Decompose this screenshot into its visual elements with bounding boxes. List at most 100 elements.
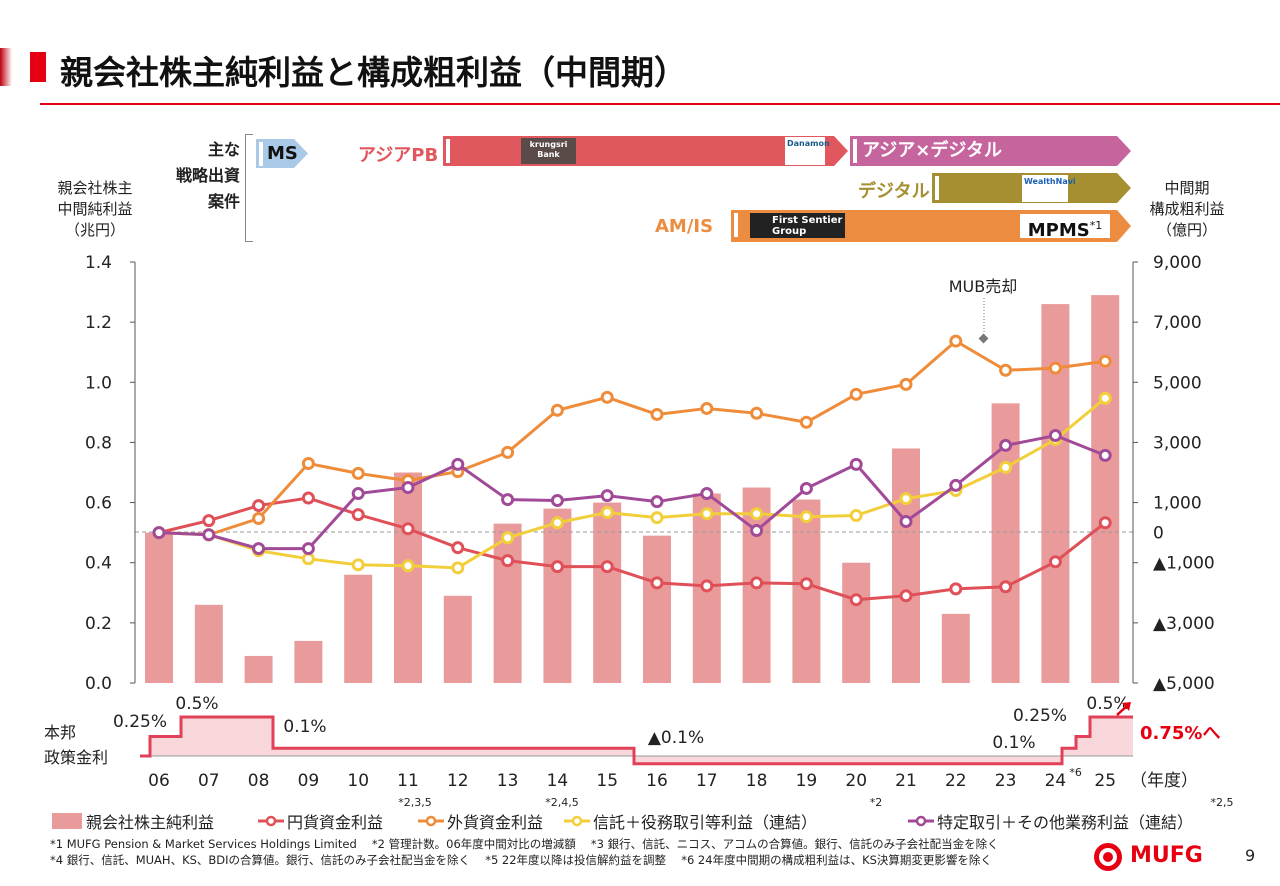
x-tick-label: 19	[796, 771, 818, 791]
legend-label-fx: 外貨資金利益	[447, 813, 543, 832]
right-axis-title-line: 構成粗利益	[1149, 200, 1225, 218]
point-yen-25	[1098, 516, 1112, 530]
policy-rate-value-label: 0.5%	[1086, 694, 1129, 714]
bar-08	[244, 655, 273, 683]
left-axis-title-line: 親会社株主	[57, 179, 133, 197]
policy-rate-value-label: 0.5%	[175, 694, 218, 714]
point-trust-25	[1098, 391, 1112, 405]
policy-rate-outlook: 0.75%へ	[1140, 723, 1221, 744]
x-tick-label: 18	[746, 771, 768, 791]
digital-banner: WealthNavi	[932, 173, 1131, 203]
bar-20	[842, 562, 871, 683]
bar-06	[145, 532, 173, 683]
strategy-heading-line: 案件	[207, 192, 240, 211]
right-tick-label: 7,000	[1153, 313, 1202, 333]
policy-rate-label: 本邦 政策金利	[44, 720, 108, 770]
point-yen-12	[451, 541, 465, 555]
strategy-bracket	[245, 134, 253, 242]
point-fx-08	[252, 512, 266, 526]
right-axis-title-line: 中間期	[1164, 179, 1210, 197]
point-yen-07	[202, 514, 216, 528]
footnote: *4 銀行、信託、MUAH、KS、BDIの合算値。銀行、信託のみ子会社配当金を除…	[50, 853, 992, 867]
title-accent-edge	[0, 48, 12, 86]
left-axis-title: 親会社株主 中間純利益 （兆円）	[40, 178, 150, 241]
point-yen-08	[252, 499, 266, 513]
legend-marker-specific	[915, 815, 927, 827]
mub-annotation: MUB売却	[949, 277, 1017, 344]
left-tick-label: 0.8	[85, 433, 112, 453]
left-tick-label: 1.4	[85, 253, 112, 273]
point-yen-10	[351, 508, 365, 522]
asia-digital-banner: アジア×デジタル	[850, 136, 1131, 166]
point-yen-17	[700, 579, 714, 593]
point-yen-20	[849, 593, 863, 607]
point-yen-23	[999, 580, 1013, 594]
point-yen-19	[799, 577, 813, 591]
point-specific-09	[301, 542, 315, 556]
bar-07	[194, 604, 223, 683]
point-specific-17	[700, 487, 714, 501]
right-tick-label: 9,000	[1153, 253, 1202, 273]
right-tick-label: ▲5,000	[1153, 674, 1215, 694]
x-tick-note: *6	[1069, 766, 1082, 779]
point-fx-24	[1048, 361, 1062, 375]
x-tick-label: 23	[995, 771, 1017, 791]
page-title: 親会社株主純利益と構成粗利益（中間期）	[60, 53, 687, 92]
x-tick-label: 08	[248, 771, 270, 791]
point-yen-21	[899, 589, 913, 603]
series-specific	[152, 429, 1112, 556]
x-tick-label: 21	[895, 771, 917, 791]
point-fx-17	[700, 401, 714, 415]
point-yen-11	[401, 522, 415, 536]
point-fx-23	[999, 363, 1013, 377]
title-marker	[30, 52, 46, 82]
wealthnavi-logo: WealthNavi	[1022, 175, 1068, 202]
policy-rate-line	[140, 715, 1133, 766]
legend-marker-yen	[265, 815, 277, 827]
point-yen-24	[1048, 555, 1062, 569]
point-fx-15	[600, 390, 614, 404]
title-divider	[40, 103, 1280, 105]
point-fx-25	[1098, 354, 1112, 368]
point-trust-23	[999, 460, 1013, 474]
digital-label: デジタル	[858, 181, 930, 202]
point-trust-21	[899, 492, 913, 506]
x-tick-label: 20	[845, 771, 867, 791]
point-specific-20	[849, 457, 863, 471]
point-specific-16	[650, 495, 664, 509]
bar-19	[792, 499, 821, 683]
bar-25	[1091, 295, 1120, 683]
legend-label-trust: 信託＋役務取引等利益（連結）	[593, 813, 817, 832]
x-tick-label: 07	[198, 771, 220, 791]
right-tick-label: ▲3,000	[1153, 614, 1215, 634]
point-fx-20	[849, 387, 863, 401]
bar-11	[394, 472, 422, 683]
x-tick-label: 15	[596, 771, 618, 791]
bar-12	[443, 595, 472, 683]
point-specific-06	[152, 526, 166, 540]
x-tick-label: 09	[298, 771, 320, 791]
legend-note-trust: *2	[870, 796, 883, 809]
policy-rate-value-label: 0.25%	[1013, 706, 1067, 726]
point-yen-15	[600, 560, 614, 574]
point-specific-21	[899, 515, 913, 529]
mufg-logo-text: MUFG	[1130, 843, 1203, 868]
point-fx-19	[799, 415, 813, 429]
point-trust-15	[600, 505, 614, 519]
strategy-heading: 主な 戦略出資 案件	[140, 137, 240, 215]
point-trust-13	[501, 531, 515, 545]
point-yen-09	[301, 491, 315, 505]
point-trust-20	[849, 509, 863, 523]
mpms-label: MPMS	[1027, 220, 1090, 241]
x-tick-label: 13	[497, 771, 519, 791]
legend-marker-trust	[571, 815, 583, 827]
point-specific-10	[351, 487, 365, 501]
left-tick-label: 0.2	[85, 614, 112, 634]
left-tick-label: 0.6	[85, 494, 112, 514]
x-tick-label: 16	[646, 771, 668, 791]
right-tick-label: 0	[1153, 524, 1164, 544]
point-trust-11	[401, 559, 415, 573]
footnote: *1 MUFG Pension & Market Services Holdin…	[50, 837, 999, 851]
point-specific-07	[202, 528, 216, 542]
